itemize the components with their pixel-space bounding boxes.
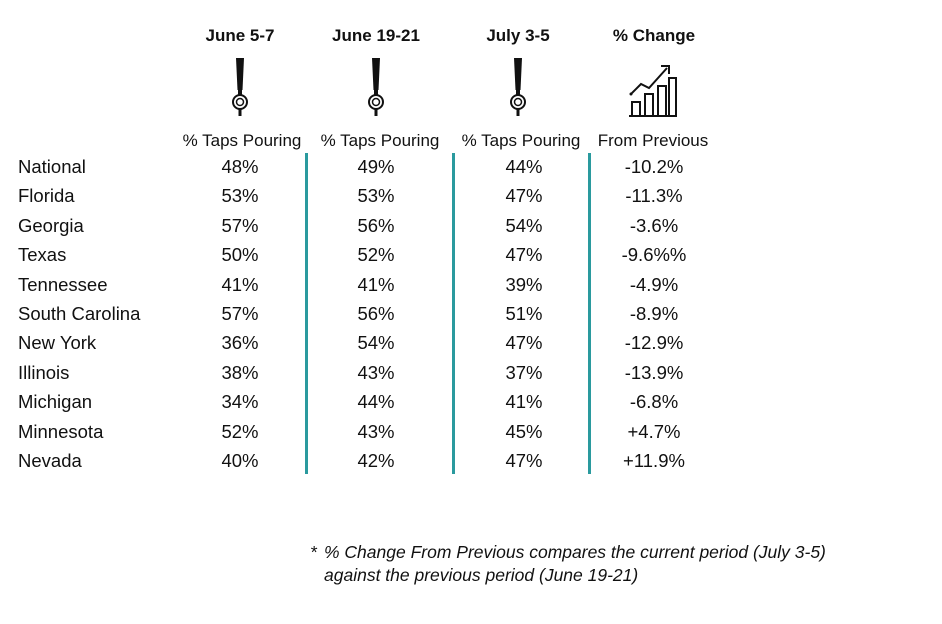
state-name: South Carolina [18,303,141,324]
june-19-21-value: 43% [357,361,395,383]
june-19-21-value: 44% [357,391,395,413]
july-3-5-value: 45% [505,420,543,442]
june-5-7-value: 41% [221,273,259,295]
footnote-line-1: % Change From Previous compares the curr… [324,542,826,562]
beer-tap-icon [368,58,384,116]
footnote-marker: * [310,542,317,562]
column-header-june-5-7: June 5-7 [205,26,275,45]
july-3-5-value: 39% [505,273,543,295]
column-subheader-june-5-7: % Taps Pouring [182,131,302,150]
percent-change-value: -11.3% [625,185,683,207]
column-header-june-19-21: June 19-21 [332,26,420,45]
state-name: Florida [18,185,75,207]
june-5-7-value: 57% [221,303,259,324]
june-19-21-value: 42% [357,450,395,471]
table-row: Tennessee 41% 41% 39% -4.9% [0,274,942,303]
column-subheader-percent-change: From Previous [597,131,709,150]
beer-tap-icon [232,58,248,116]
table-row: South Carolina 57% 56% 51% -8.9% [0,303,942,332]
column-subheader-june-19-21: % Taps Pouring [320,131,440,150]
june-19-21-value: 53% [357,185,395,207]
june-5-7-value: 40% [221,450,259,471]
state-name: Georgia [18,214,84,236]
june-19-21-value: 52% [357,244,395,266]
column-divider [452,153,455,474]
june-5-7-value: 53% [221,185,259,207]
percent-change-value: -13.9% [624,361,684,383]
state-name: Minnesota [18,420,104,442]
july-3-5-value: 54% [505,214,543,236]
july-3-5-value: 37% [505,361,543,383]
table-row: Florida 53% 53% 47% -11.3% [0,185,942,214]
column-header-percent-change: % Change [612,26,696,45]
july-3-5-value: 41% [505,391,543,413]
footnote-line-2: against the previous period (June 19-21) [324,565,639,585]
percent-change-value: -8.9% [629,303,679,324]
percent-change-value: -6.8% [629,391,679,413]
june-19-21-value: 43% [357,420,395,442]
july-3-5-value: 47% [505,332,543,354]
beer-tap-icon [510,58,526,116]
june-5-7-value: 57% [221,214,259,236]
percent-change-value: -9.6%% [621,244,687,266]
percent-change-value: -3.6% [629,214,679,236]
june-19-21-value: 56% [357,303,395,324]
table-row: National 48% 49% 44% -10.2% [0,156,942,185]
state-name: Nevada [18,450,82,471]
june-5-7-value: 34% [221,391,259,413]
july-3-5-value: 47% [505,185,543,207]
percent-change-value: +11.9% [623,450,685,471]
percent-change-value: -4.9% [629,273,679,295]
state-name: Michigan [18,391,93,413]
june-5-7-value: 36% [221,332,259,354]
column-divider [588,153,591,474]
percent-change-value: -12.9% [624,332,684,354]
state-name: Texas [18,244,67,266]
july-3-5-value: 47% [505,450,543,471]
state-name: Tennessee [18,273,108,295]
table-row: Georgia 57% 56% 54% -3.6% [0,215,942,244]
june-19-21-value: 54% [357,332,395,354]
june-5-7-value: 48% [221,156,259,177]
table-row: New York 36% 54% 47% -12.9% [0,332,942,361]
july-3-5-value: 44% [505,156,543,177]
percent-change-value: -10.2% [624,156,684,177]
june-19-21-value: 41% [357,273,395,295]
growth-chart-icon [629,65,677,117]
state-name: New York [18,332,97,354]
column-subheader-july-3-5: % Taps Pouring [461,131,581,150]
june-5-7-value: 50% [221,244,259,266]
state-name: National [18,156,86,177]
table-row: Michigan 34% 44% 41% -6.8% [0,391,942,420]
table-row: Nevada 40% 42% 47% +11.9% [0,450,942,479]
june-5-7-value: 52% [221,420,259,442]
table-row: Minnesota 52% 43% 45% +4.7% [0,421,942,450]
july-3-5-value: 47% [505,244,543,266]
table-row: Illinois 38% 43% 37% -13.9% [0,362,942,391]
table-row: Texas 50% 52% 47% -9.6%% [0,244,942,273]
state-name: Illinois [18,361,70,383]
june-19-21-value: 49% [357,156,395,177]
june-5-7-value: 38% [221,361,259,383]
july-3-5-value: 51% [505,303,543,324]
june-19-21-value: 56% [357,214,395,236]
percent-change-value: +4.7% [627,420,681,442]
column-header-july-3-5: July 3-5 [486,26,550,45]
column-divider [305,153,308,474]
